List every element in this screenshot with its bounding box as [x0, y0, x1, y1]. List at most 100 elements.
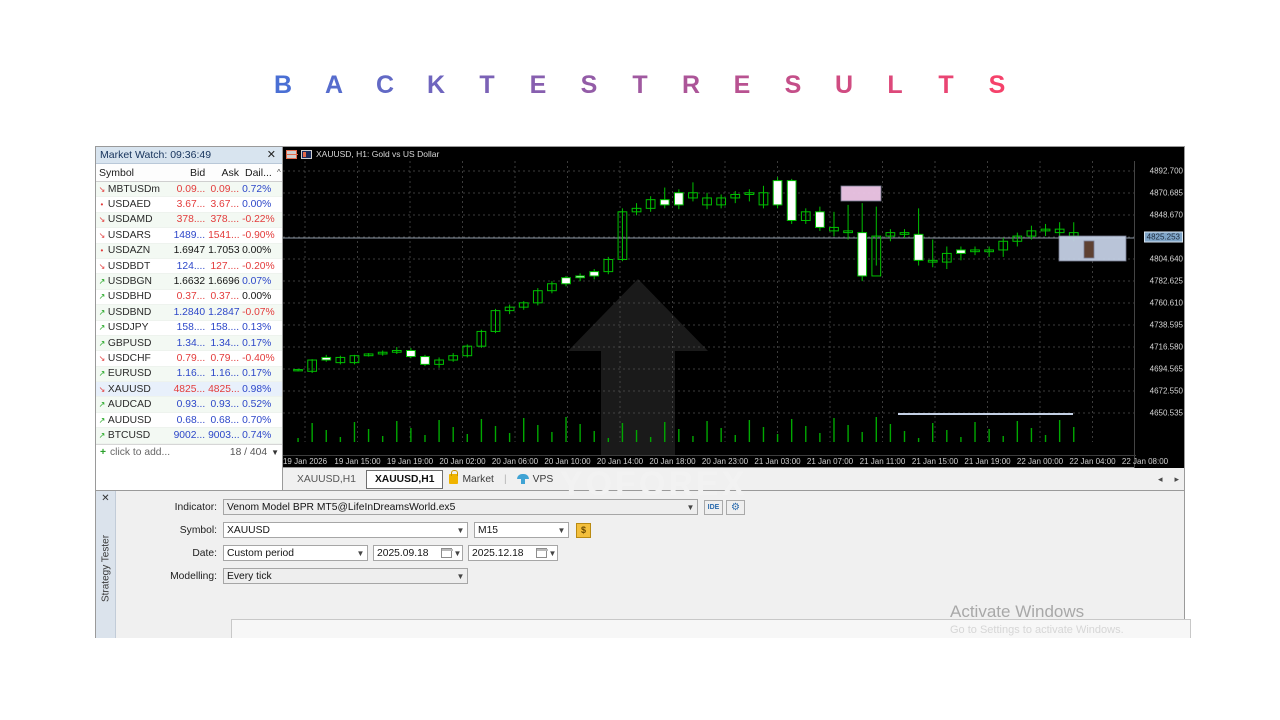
chevron-down-icon[interactable]: ▼ — [456, 525, 465, 535]
trend-arrow-icon: • — [100, 246, 104, 256]
symbol-select[interactable]: XAUUSD ▼ — [223, 522, 468, 538]
candle-body — [575, 275, 585, 279]
chart-plot — [283, 161, 1136, 455]
vps-tab-label: VPS — [532, 473, 554, 485]
calendar-icon[interactable] — [536, 548, 548, 558]
dollar-icon[interactable]: $ — [576, 522, 591, 538]
chevron-down-icon[interactable]: ▼ — [271, 448, 279, 458]
scroll-up-icon[interactable]: ^ — [277, 168, 281, 177]
price-axis[interactable]: 4892.700 4870.685 4848.670 4825.253 4804.640… — [1134, 161, 1184, 468]
market-watch-row[interactable]: • USDAED 3.67... 3.67... 0.00% — [96, 197, 282, 213]
chevron-down-icon[interactable]: ▼ — [356, 548, 365, 558]
time-tick-label: 21 Jan 11:00 — [859, 457, 906, 466]
plus-icon: + — [100, 447, 107, 459]
market-watch-row[interactable]: ↗ AUDCAD 0.93... 0.93... 0.52% — [96, 397, 282, 413]
chart-tab-1[interactable]: XAUUSD,H1 — [297, 473, 356, 485]
chevron-down-icon[interactable]: ▼ — [456, 571, 465, 581]
market-tab-label: Market — [462, 473, 494, 485]
daily-change: 0.13% — [242, 322, 272, 334]
price-tick-label: 4870.685 — [1149, 188, 1183, 198]
market-watch-row[interactable]: ↘ MBTUSDm 0.09... 0.09... 0.72% — [96, 182, 282, 198]
chevron-down-icon[interactable]: ▼ — [548, 548, 557, 558]
close-icon[interactable]: ✕ — [266, 148, 276, 161]
chart-tab-2[interactable]: XAUUSD,H1 — [365, 469, 444, 489]
date-from-value: 2025.09.18 — [377, 547, 429, 559]
market-watch-row[interactable]: • USDAZN 1.6947 1.7053 0.00% — [96, 243, 282, 259]
candle-body — [815, 211, 825, 228]
trend-arrow-icon: ↗ — [98, 415, 106, 425]
title-letter-12: L — [887, 70, 903, 99]
market-watch-row[interactable]: ↘ USDCHF 0.79... 0.79... -0.40% — [96, 351, 282, 367]
price-tick-label: 4716.580 — [1149, 342, 1183, 352]
vps-tab[interactable]: VPS — [513, 472, 558, 487]
chart-window[interactable]: XAUUSD, H1: Gold vs US Dollar 4892.700 48… — [282, 146, 1185, 468]
candle-body — [927, 259, 938, 263]
candle-body — [504, 306, 515, 312]
title-letter-6: S — [580, 70, 598, 99]
column-header-ask[interactable]: Ask — [221, 166, 239, 179]
market-watch-row[interactable]: ↗ USDBGN 1.6632 1.6696 0.07% — [96, 274, 282, 290]
daily-change: 0.72% — [242, 183, 272, 195]
chevron-down-icon[interactable]: ▼ — [686, 502, 695, 512]
time-tick-label: 20 Jan 14:00 — [596, 457, 644, 466]
close-icon[interactable]: ✕ — [101, 493, 110, 504]
candle-body — [406, 349, 416, 358]
market-watch-row[interactable]: ↘ USDARS 1489... 1541... -0.90% — [96, 228, 282, 244]
candle-body — [786, 180, 797, 221]
market-watch-row[interactable]: ↘ USDBDT 124.... 127.... -0.20% — [96, 258, 282, 275]
symbol-row: Symbol: XAUUSD ▼ M15 ▼ $ — [116, 522, 591, 538]
time-tick-label: 22 Jan 04:00 — [1069, 457, 1116, 466]
chevron-down-icon[interactable]: ▼ — [453, 548, 462, 558]
chevron-down-icon[interactable]: ▼ — [557, 525, 566, 535]
symbol-name: GBPUSD — [107, 337, 152, 349]
modelling-select[interactable]: Every tick ▼ — [223, 568, 468, 584]
timeframe-select[interactable]: M15 ▼ — [474, 522, 569, 538]
market-tab[interactable]: Market — [445, 470, 497, 487]
strategy-tester-sidebar: ✕ Strategy Tester — [96, 491, 116, 638]
symbol-name: USDCHF — [107, 352, 151, 364]
market-watch-row[interactable]: ↘ USDAMD 378.... 378.... -0.22% — [96, 212, 282, 229]
ask-value: 0.79... — [210, 352, 240, 364]
market-watch-row[interactable]: ↗ USDJPY 158.... 158.... 0.13% — [96, 320, 282, 336]
market-watch-row[interactable]: ↗ USDBHD 0.37... 0.37... 0.00% — [96, 289, 282, 306]
modelling-value: Every tick — [227, 570, 272, 582]
column-header-bid[interactable]: Bid — [190, 166, 206, 179]
chart-canvas[interactable]: 4892.700 4870.685 4848.670 4825.253 4804.640… — [283, 161, 1184, 468]
symbol-name: USDBDT — [107, 260, 151, 272]
date-to-field[interactable]: 2025.12.18 ▼ — [468, 545, 558, 561]
market-watch-row[interactable]: ↗ EURUSD 1.16... 1.16... 0.17% — [96, 366, 282, 383]
add-symbol-row[interactable]: + click to add... 18 / 404 ▼ — [96, 443, 282, 461]
gear-icon[interactable]: ⚙ — [726, 499, 745, 515]
tab-nav-prev-icon[interactable]: ◂ — [1157, 473, 1163, 484]
tester-results-area — [231, 619, 1191, 638]
market-watch-row[interactable]: ↗ USDBND 1.2840 1.2847 -0.07% — [96, 305, 282, 321]
market-watch-row[interactable]: ↘ XAUUSD 4825... 4825... 0.98% — [96, 382, 282, 398]
bid-value: 1489... — [173, 229, 206, 241]
title-letter-4: T — [479, 70, 495, 99]
symbol-name: EURUSD — [107, 368, 152, 380]
market-watch-row[interactable]: ↗ BTCUSD 9002... 9003... 0.74% — [96, 428, 282, 444]
calendar-icon[interactable] — [441, 548, 453, 558]
indicator-label: Indicator: — [174, 501, 217, 513]
indicator-select[interactable]: Venom Model BPR MT5@LifeInDreamsWorld.ex… — [223, 499, 698, 515]
column-header-daily[interactable]: Dail... — [245, 166, 272, 179]
ide-button[interactable]: IDE — [704, 499, 723, 515]
candle-body — [321, 356, 332, 361]
bid-value: 1.16... — [176, 368, 206, 380]
tab-nav-next-icon[interactable]: ▸ — [1174, 473, 1179, 484]
candle-body — [772, 180, 783, 206]
symbol-name: BTCUSD — [107, 429, 151, 441]
ask-value: 127.... — [210, 260, 240, 272]
market-watch-row[interactable]: ↗ GBPUSD 1.34... 1.34... 0.17% — [96, 335, 282, 352]
candle-body — [490, 310, 501, 332]
trend-arrow-icon: ↘ — [98, 261, 106, 271]
time-axis[interactable]: 19 Jan 2026 19 Jan 15:00 19 Jan 19:00 20 Ja… — [283, 455, 1168, 468]
date-mode-select[interactable]: Custom period ▼ — [223, 545, 368, 561]
current-price-label: 4825.253 — [1143, 231, 1183, 243]
title-letter-1: A — [324, 70, 344, 99]
indicator-zone-bearish-supply — [840, 185, 882, 202]
column-header-symbol[interactable]: Symbol — [99, 166, 135, 179]
market-watch-row[interactable]: ↗ AUDUSD 0.68... 0.68... 0.70% — [96, 412, 282, 429]
date-from-field[interactable]: 2025.09.18 ▼ — [373, 545, 463, 561]
indicator-row: Indicator: Venom Model BPR MT5@LifeInDre… — [116, 499, 745, 515]
